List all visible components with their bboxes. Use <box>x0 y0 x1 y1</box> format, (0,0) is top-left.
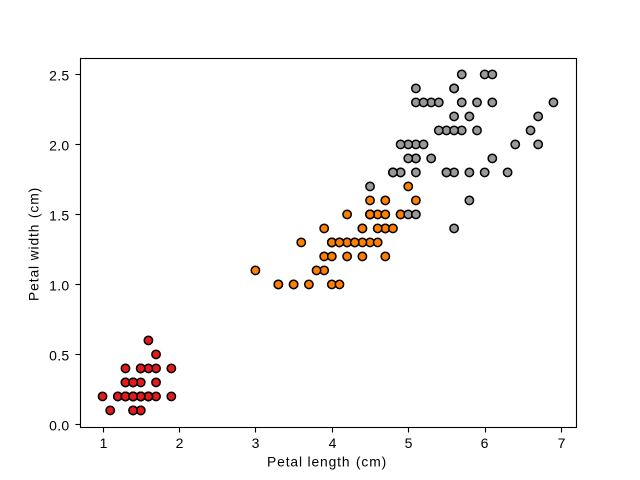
svg-text:(cm): (cm) <box>27 187 42 218</box>
svg-text:1: 1 <box>100 435 108 451</box>
svg-text:length: length <box>308 455 351 470</box>
svg-text:0.0: 0.0 <box>49 417 69 433</box>
svg-text:2.0: 2.0 <box>49 137 69 153</box>
svg-text:(cm): (cm) <box>356 455 387 470</box>
svg-text:2: 2 <box>176 435 184 451</box>
svg-text:width: width <box>27 224 42 262</box>
svg-text:Petal: Petal <box>267 455 303 470</box>
svg-text:3: 3 <box>252 435 260 451</box>
svg-text:5: 5 <box>405 435 413 451</box>
svg-text:4: 4 <box>329 435 337 451</box>
svg-text:1.0: 1.0 <box>49 277 69 293</box>
svg-text:7: 7 <box>558 435 566 451</box>
svg-text:6: 6 <box>481 435 489 451</box>
svg-text:2.5: 2.5 <box>49 67 69 83</box>
svg-text:0.5: 0.5 <box>49 347 69 363</box>
svg-text:1.5: 1.5 <box>49 207 69 223</box>
svg-text:Petal: Petal <box>27 265 42 301</box>
